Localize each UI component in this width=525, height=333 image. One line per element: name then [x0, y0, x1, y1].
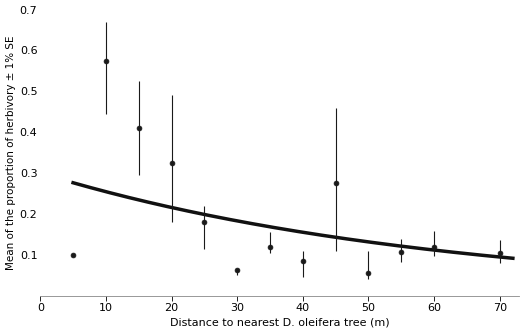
X-axis label: Distance to nearest D. oleifera tree (m): Distance to nearest D. oleifera tree (m)	[170, 317, 390, 327]
Y-axis label: Mean of the proportion of herbivory ± 1% SE: Mean of the proportion of herbivory ± 1%…	[6, 35, 16, 270]
